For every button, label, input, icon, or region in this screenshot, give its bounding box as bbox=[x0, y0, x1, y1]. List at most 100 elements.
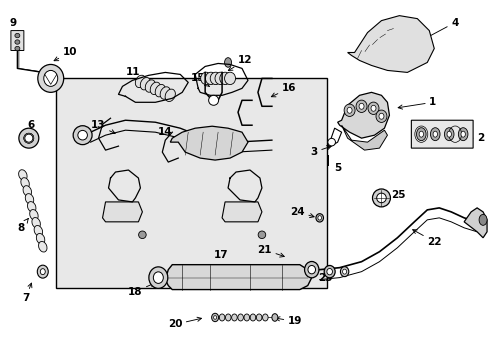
Text: 17: 17 bbox=[213, 250, 227, 260]
Ellipse shape bbox=[145, 80, 155, 92]
Text: 2: 2 bbox=[462, 133, 483, 143]
Ellipse shape bbox=[258, 231, 265, 239]
Ellipse shape bbox=[24, 133, 34, 143]
FancyBboxPatch shape bbox=[410, 120, 472, 148]
Ellipse shape bbox=[224, 72, 235, 85]
Ellipse shape bbox=[429, 128, 439, 141]
Ellipse shape bbox=[36, 234, 45, 244]
Ellipse shape bbox=[210, 72, 221, 85]
Ellipse shape bbox=[457, 128, 467, 141]
Ellipse shape bbox=[370, 105, 375, 111]
Ellipse shape bbox=[342, 269, 346, 274]
Text: 3: 3 bbox=[310, 146, 330, 157]
Ellipse shape bbox=[224, 58, 231, 67]
Text: 15: 15 bbox=[190, 73, 209, 86]
Text: 10: 10 bbox=[54, 48, 77, 61]
Polygon shape bbox=[170, 126, 247, 160]
Ellipse shape bbox=[25, 194, 34, 204]
Ellipse shape bbox=[231, 314, 237, 321]
Ellipse shape bbox=[340, 267, 348, 276]
Ellipse shape bbox=[38, 64, 63, 92]
Polygon shape bbox=[463, 208, 486, 238]
Ellipse shape bbox=[326, 269, 332, 275]
Text: 14: 14 bbox=[157, 127, 179, 140]
Ellipse shape bbox=[19, 128, 39, 148]
Ellipse shape bbox=[250, 314, 255, 321]
Text: 8: 8 bbox=[17, 219, 28, 233]
Text: 19: 19 bbox=[275, 316, 302, 327]
Ellipse shape bbox=[444, 128, 453, 141]
Text: 6: 6 bbox=[27, 120, 34, 136]
Ellipse shape bbox=[418, 131, 423, 137]
Text: 25: 25 bbox=[382, 190, 405, 201]
Ellipse shape bbox=[262, 314, 267, 321]
Ellipse shape bbox=[237, 314, 243, 321]
Ellipse shape bbox=[140, 77, 150, 90]
Ellipse shape bbox=[219, 72, 230, 85]
Ellipse shape bbox=[219, 314, 224, 321]
Ellipse shape bbox=[138, 231, 146, 239]
Polygon shape bbox=[222, 202, 262, 222]
Ellipse shape bbox=[315, 214, 323, 222]
Ellipse shape bbox=[355, 100, 366, 112]
Ellipse shape bbox=[73, 126, 92, 145]
Ellipse shape bbox=[372, 189, 389, 207]
Text: 5: 5 bbox=[334, 163, 341, 173]
Text: 11: 11 bbox=[125, 67, 152, 86]
Ellipse shape bbox=[460, 131, 465, 137]
Ellipse shape bbox=[317, 216, 321, 220]
Ellipse shape bbox=[256, 314, 262, 321]
Ellipse shape bbox=[135, 75, 145, 87]
Ellipse shape bbox=[378, 113, 383, 119]
Ellipse shape bbox=[15, 40, 20, 44]
Polygon shape bbox=[165, 265, 311, 289]
Text: 20: 20 bbox=[167, 317, 201, 329]
Ellipse shape bbox=[37, 265, 48, 278]
Text: 18: 18 bbox=[128, 283, 155, 297]
Ellipse shape bbox=[24, 133, 34, 143]
Ellipse shape bbox=[78, 130, 87, 140]
Ellipse shape bbox=[446, 131, 450, 137]
Ellipse shape bbox=[44, 71, 58, 86]
Ellipse shape bbox=[148, 267, 167, 288]
Ellipse shape bbox=[15, 33, 20, 38]
Ellipse shape bbox=[344, 104, 354, 116]
Text: 16: 16 bbox=[271, 84, 296, 97]
Ellipse shape bbox=[375, 110, 386, 122]
Polygon shape bbox=[102, 202, 142, 222]
Polygon shape bbox=[337, 92, 388, 138]
Polygon shape bbox=[347, 15, 433, 72]
Ellipse shape bbox=[150, 82, 160, 95]
Text: 4: 4 bbox=[424, 18, 458, 39]
Ellipse shape bbox=[304, 261, 318, 278]
Ellipse shape bbox=[215, 72, 225, 85]
Ellipse shape bbox=[155, 85, 165, 97]
Ellipse shape bbox=[324, 265, 334, 278]
FancyBboxPatch shape bbox=[11, 31, 24, 50]
Ellipse shape bbox=[200, 72, 211, 85]
Ellipse shape bbox=[30, 210, 38, 220]
Ellipse shape bbox=[244, 314, 249, 321]
Ellipse shape bbox=[213, 316, 216, 319]
Ellipse shape bbox=[34, 225, 42, 236]
Ellipse shape bbox=[271, 314, 277, 321]
Ellipse shape bbox=[346, 107, 351, 113]
Ellipse shape bbox=[15, 46, 20, 51]
Ellipse shape bbox=[40, 269, 45, 275]
Text: 1: 1 bbox=[397, 97, 436, 109]
Polygon shape bbox=[341, 125, 386, 150]
Ellipse shape bbox=[307, 265, 315, 274]
Ellipse shape bbox=[27, 202, 36, 212]
Ellipse shape bbox=[376, 193, 386, 203]
Ellipse shape bbox=[21, 178, 29, 188]
Ellipse shape bbox=[25, 134, 33, 142]
Text: 13: 13 bbox=[91, 120, 115, 134]
Ellipse shape bbox=[358, 103, 363, 109]
Ellipse shape bbox=[19, 170, 27, 180]
Ellipse shape bbox=[367, 102, 378, 114]
Ellipse shape bbox=[211, 313, 218, 321]
Text: 22: 22 bbox=[412, 230, 441, 247]
Text: 21: 21 bbox=[257, 245, 284, 257]
Text: 7: 7 bbox=[22, 283, 32, 302]
Ellipse shape bbox=[153, 272, 163, 283]
